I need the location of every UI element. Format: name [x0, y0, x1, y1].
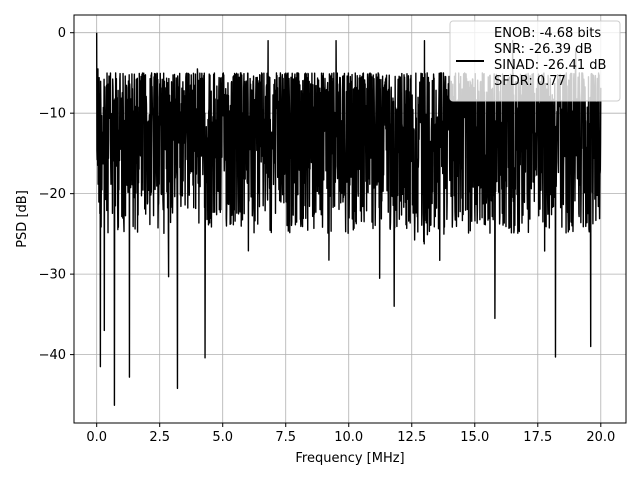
- x-tick-label: 17.5: [523, 430, 552, 445]
- axis-ticks: 0.0 2.5 5.0 7.5 10.0 12.5 15.0 17.5 20.0 0 −10 −20 −…: [39, 26, 616, 445]
- x-tick-label: 10.0: [334, 430, 363, 445]
- x-tick-label: 2.5: [149, 430, 170, 445]
- axes-frame: [73, 14, 627, 424]
- y-tick-label: −40: [39, 348, 66, 363]
- legend-entry-line: SFDR: 0.77: [494, 74, 566, 89]
- x-tick-label: 15.0: [460, 430, 489, 445]
- y-tick-label: −30: [39, 268, 66, 283]
- psd-series-line: [95, 32, 602, 406]
- y-tick-label: 0: [58, 26, 66, 41]
- x-tick-label: 12.5: [397, 430, 426, 445]
- x-tick-label: 0.0: [86, 430, 107, 445]
- x-axis-label: Frequency [MHz]: [295, 451, 404, 466]
- x-tick-label: 5.0: [212, 430, 233, 445]
- plot-area: [95, 32, 602, 406]
- x-tick-label: 20.0: [586, 430, 615, 445]
- y-tick-label: −10: [39, 107, 66, 122]
- legend-entry-line: SINAD: -26.41 dB: [494, 58, 606, 73]
- y-axis-label: PSD [dB]: [15, 190, 30, 248]
- legend-entry-line: ENOB: -4.68 bits: [494, 26, 601, 41]
- y-tick-label: −20: [39, 187, 66, 202]
- x-tick-label: 7.5: [275, 430, 296, 445]
- legend-entry-line: SNR: -26.39 dB: [494, 42, 592, 57]
- legend-box: [449, 20, 621, 102]
